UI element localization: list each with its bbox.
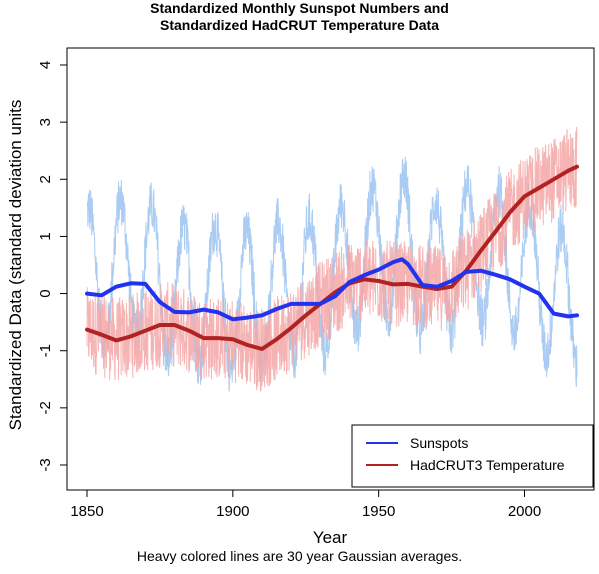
legend-box xyxy=(351,424,594,488)
y-axis-title: Standardized Data (standard deviation un… xyxy=(6,100,25,431)
chart-title: Standardized Monthly Sunspot Numbers and… xyxy=(0,0,599,34)
y-tick-label: 1 xyxy=(37,232,54,240)
legend-label-sunspots: Sunspots xyxy=(410,435,468,451)
sunspots-smooth-line xyxy=(85,257,579,322)
y-tick-label: 0 xyxy=(37,289,54,297)
raw-monthly-data xyxy=(86,126,578,392)
x-tick-label: 1900 xyxy=(216,503,249,520)
smoothed-lines xyxy=(85,164,579,351)
x-tick-label: 2000 xyxy=(508,503,541,520)
chart-title-line-2: Standardized HadCRUT Temperature Data xyxy=(159,17,439,33)
x-axis-title: Year xyxy=(313,528,348,547)
y-tick-label: -3 xyxy=(37,458,54,471)
chart-title-line-1: Standardized Monthly Sunspot Numbers and xyxy=(150,0,449,16)
y-tick-label: 4 xyxy=(37,61,54,69)
x-tick-label: 1850 xyxy=(70,503,103,520)
legend: Sunspots HadCRUT3 Temperature xyxy=(351,424,594,488)
temperature-smooth-line xyxy=(85,164,579,351)
y-tick-label: 2 xyxy=(37,175,54,183)
y-tick-label: -1 xyxy=(37,344,54,357)
legend-label-temperature: HadCRUT3 Temperature xyxy=(410,457,565,473)
axes: 1850 1900 1950 2000 -3 -2 -1 0 1 2 3 4 xyxy=(37,61,541,520)
y-tick-label: 3 xyxy=(37,118,54,126)
x-tick-label: 1950 xyxy=(362,503,395,520)
y-tick-label: -2 xyxy=(37,401,54,414)
chart-caption: Heavy colored lines are 30 year Gaussian… xyxy=(136,548,463,564)
temperature-raw-line xyxy=(86,126,578,392)
